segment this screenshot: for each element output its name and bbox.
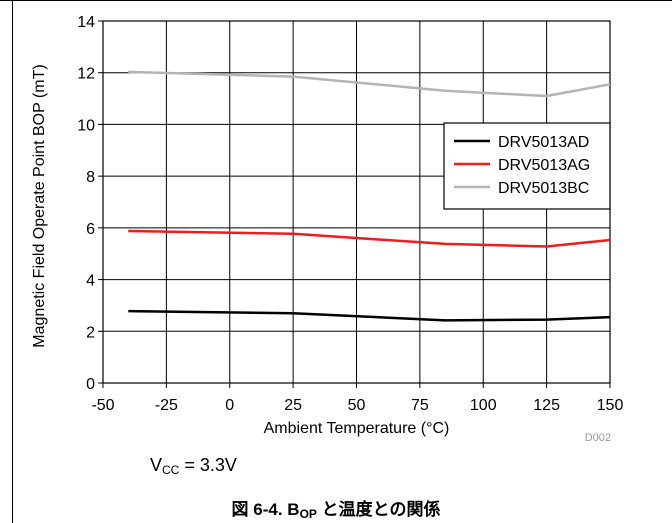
y-tick-label: 14	[77, 14, 95, 31]
x-tick-label: 25	[284, 397, 302, 414]
caption-suffix: と温度との関係	[316, 500, 441, 519]
y-tick-label: 0	[86, 376, 95, 393]
y-tick-label: 8	[86, 169, 95, 186]
y-tick-label: 2	[86, 324, 95, 341]
chart-id: D002	[585, 432, 611, 444]
y-tick-label: 10	[77, 117, 95, 134]
series-line-drv5013ag	[128, 229, 611, 248]
legend-label-drv5013bc: DRV5013BC	[498, 180, 589, 197]
x-axis-title: Ambient Temperature (°C)	[264, 420, 450, 437]
legend-label-drv5013ad: DRV5013AD	[498, 134, 589, 151]
frame-left-border	[12, 0, 13, 523]
x-tick-label: -25	[155, 397, 178, 414]
x-tick-label: 100	[470, 397, 497, 414]
frame-top-border	[0, 0, 672, 1]
series-line-drv5013ad	[128, 309, 611, 322]
x-tick-label: 125	[533, 397, 560, 414]
legend-label-drv5013ag: DRV5013AG	[498, 157, 590, 174]
x-tick-label: 0	[225, 397, 234, 414]
condition-prefix: V	[150, 455, 163, 475]
x-tick-label: -50	[91, 397, 114, 414]
x-tick-label: 75	[411, 397, 429, 414]
condition-suffix: = 3.3V	[179, 455, 237, 475]
y-axis-title: Magnetic Field Operate Point BOP (mT)	[31, 64, 48, 347]
caption-prefix: 図 6-4. B	[231, 500, 300, 519]
caption-subscript: OP	[299, 507, 317, 521]
condition-label: VCC = 3.3V	[150, 455, 237, 477]
y-tick-label: 12	[77, 66, 95, 83]
x-tick-label: 150	[597, 397, 624, 414]
condition-subscript: CC	[162, 463, 180, 477]
y-tick-label: 6	[86, 221, 95, 238]
series-line-drv5013bc	[128, 70, 611, 98]
figure-caption: 図 6-4. BOP と温度との関係	[0, 495, 672, 521]
x-tick-label: 50	[348, 397, 366, 414]
y-tick-label: 4	[86, 273, 95, 290]
legend-box	[443, 122, 611, 210]
